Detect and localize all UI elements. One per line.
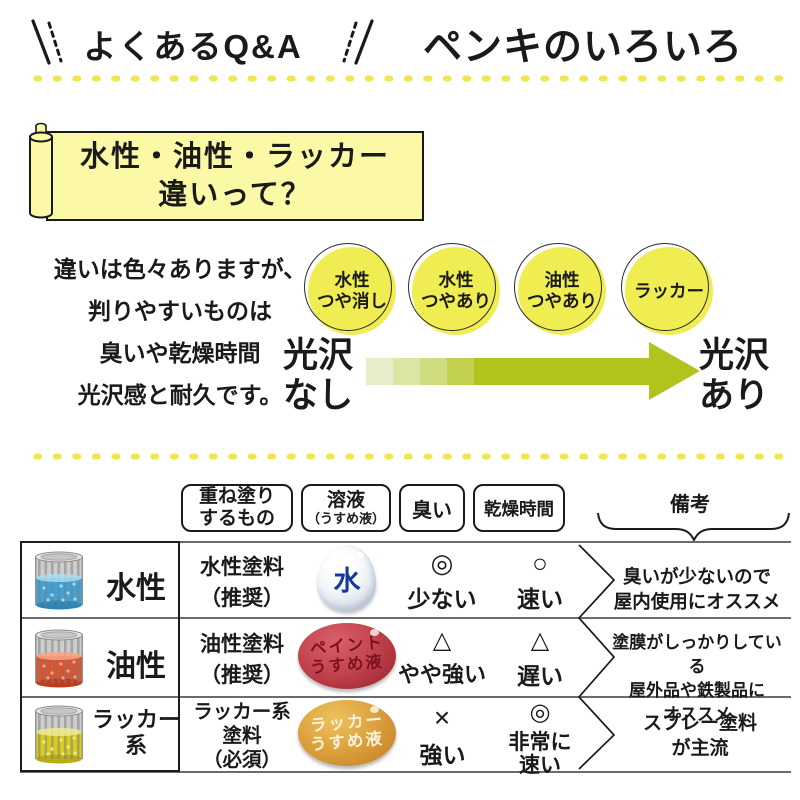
remarks-brace-icon xyxy=(597,512,790,543)
circle-label: ラッカー xyxy=(634,280,704,301)
smell-rating-label: 少ない xyxy=(407,586,477,612)
slash-marks-right-icon xyxy=(342,19,374,65)
question-line-2: 違いって？ xyxy=(158,179,312,211)
drytime-rating-label: 非常に xyxy=(508,731,572,754)
smell-rating-symbol: × xyxy=(433,702,451,733)
paint-thinner-blob-icon: ペイント うすめ液 xyxy=(298,623,396,689)
recoat-line: 油性塗料 xyxy=(200,633,284,656)
gloss-circle-lacquer: ラッカー xyxy=(621,243,713,335)
qa-heading: よくあるQ&A xyxy=(83,28,303,65)
recoat-line: （推奨） xyxy=(200,587,284,610)
column-header-drytime: 乾燥時間 xyxy=(473,484,565,532)
remarks-zigzag-divider xyxy=(577,544,616,770)
circle-label: 水性 xyxy=(438,270,474,290)
gloss-label-line: なし xyxy=(283,376,354,415)
row-type-oil: 油性 xyxy=(106,650,166,683)
drytime-rating-symbol: ◎ xyxy=(529,699,551,726)
row-type-line: 系 xyxy=(124,733,147,758)
header-line: 臭い xyxy=(412,499,452,522)
recoat-line: ラッカー系 xyxy=(193,701,291,723)
gloss-circle-suisei-matte: 水性 つや消し xyxy=(304,243,396,335)
row-type-lacquer: ラッカー 系 xyxy=(92,707,180,759)
recoat-line: 水性塗料 xyxy=(200,556,284,579)
table-line-row1 xyxy=(20,617,791,619)
column-header-smell: 臭い xyxy=(399,484,465,532)
column-header-recoat: 重ね塗り するもの xyxy=(181,484,293,532)
gloss-label-line: あり xyxy=(699,376,770,415)
smell-rating-label: 強い xyxy=(419,742,466,768)
smell-rating-symbol: △ xyxy=(432,627,452,654)
remark-line: オススメ xyxy=(663,705,731,724)
recoat-cell-water: 水性塗料 （推奨） xyxy=(180,552,304,614)
circle-label: つや消し xyxy=(317,291,387,311)
header-line: するもの xyxy=(198,508,275,529)
column-header-solvent: 溶液 （うすめ液） xyxy=(301,484,391,532)
slash-marks-left-icon xyxy=(31,19,63,65)
gloss-none-label: 光沢 なし xyxy=(283,336,353,416)
recoat-cell-lacquer: ラッカー系 塗料 （必須） xyxy=(180,700,304,772)
table-line-row2 xyxy=(20,696,791,698)
gloss-circle-yusei-gloss: 油性 つやあり xyxy=(514,243,606,335)
header-line: 乾燥時間 xyxy=(484,498,554,519)
water-drop-label: 水 xyxy=(333,565,361,596)
type-column-box xyxy=(20,541,180,772)
recoat-line: （必須） xyxy=(202,749,281,771)
header-line: 重ね塗り xyxy=(198,486,275,507)
gloss-label-line: 光沢 xyxy=(283,336,354,375)
remark-line: 塗膜がしっかりしている xyxy=(612,633,782,676)
remark-line: 屋外品や鉄製品に xyxy=(629,681,765,700)
circle-label: 油性 xyxy=(544,270,580,290)
remark-line: が主流 xyxy=(671,738,729,759)
drytime-rating-symbol: ○ xyxy=(532,548,548,578)
question-banner: 水性・油性・ラッカー 違いって？ xyxy=(46,131,424,221)
table-line-bottom xyxy=(20,771,791,773)
circle-label: つやあり xyxy=(527,291,597,311)
page-title: ペンキのいろいろ xyxy=(422,26,743,69)
circle-label: 水性 xyxy=(334,270,370,290)
intro-line: 違いは色々ありますが、 xyxy=(53,256,307,282)
recoat-cell-oil: 油性塗料 （推奨） xyxy=(180,629,304,691)
column-header-remarks: 備考 xyxy=(670,494,710,516)
intro-line: 臭いや乾燥時間 xyxy=(99,340,261,366)
intro-paragraph: 違いは色々ありますが、 判りやすいものは 臭いや乾燥時間 光沢感と耐久です。 xyxy=(40,248,320,416)
paint-can-yellow-icon xyxy=(35,705,83,764)
drytime-rating-label: 遅い xyxy=(517,663,563,689)
lacquer-thinner-blob-icon: ラッカー うすめ液 xyxy=(298,700,396,766)
paint-can-blue-icon xyxy=(35,551,83,610)
remark-line: 屋内使用にオススメ xyxy=(613,591,781,612)
dotted-divider-top xyxy=(28,74,790,83)
scroll-pole-icon xyxy=(29,122,53,219)
intro-line: 判りやすいものは xyxy=(88,298,272,324)
intro-line: 光沢感と耐久です。 xyxy=(77,382,283,408)
drytime-rating-label: 速い xyxy=(517,586,563,612)
recoat-line: （推奨） xyxy=(200,664,284,687)
table-line-top xyxy=(20,541,791,543)
paint-can-red-icon xyxy=(35,629,83,688)
gloss-arrow-shaft xyxy=(366,358,650,385)
remark-line: スプレー塗料 xyxy=(642,713,757,734)
circle-label: つやあり xyxy=(421,291,491,311)
remark-oil: 塗膜がしっかりしている 屋外品や鉄製品に オススメ xyxy=(604,631,790,727)
remark-lacquer: スプレー塗料 が主流 xyxy=(628,711,772,761)
gloss-label-line: 光沢 xyxy=(699,336,770,375)
drytime-rating-symbol: △ xyxy=(530,627,550,654)
header-line: 溶液 xyxy=(326,490,365,511)
water-drop-icon: 水 xyxy=(318,545,376,611)
header-line: （うすめ液） xyxy=(306,511,385,526)
gloss-circle-suisei-gloss: 水性 つやあり xyxy=(408,243,500,335)
remark-line: 臭いが少ないので xyxy=(622,566,771,587)
smell-rating-label: やや強い xyxy=(397,662,486,687)
drytime-rating-label: 速い xyxy=(519,754,561,777)
row-type-line: ラッカー xyxy=(92,707,181,732)
gloss-full-label: 光沢 あり xyxy=(699,336,769,416)
question-line-1: 水性・油性・ラッカー xyxy=(79,141,390,173)
dotted-divider-middle xyxy=(28,452,790,461)
recoat-line: 塗料 xyxy=(222,725,262,747)
row-type-water: 水性 xyxy=(106,572,166,605)
gloss-arrow-head xyxy=(649,342,700,400)
smell-rating-symbol: ◎ xyxy=(430,548,454,578)
remark-water: 臭いが少ないので 屋内使用にオススメ xyxy=(606,564,788,614)
